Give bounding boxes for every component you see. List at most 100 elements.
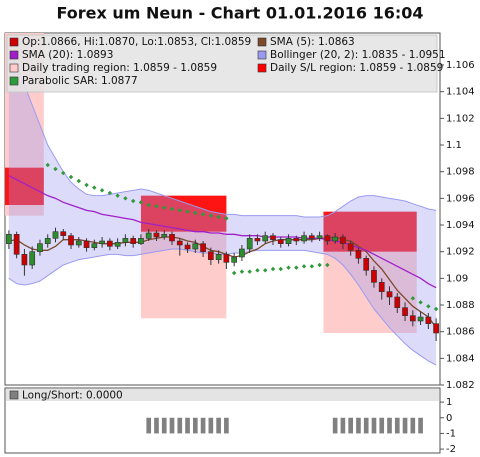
y-tick-label: 1.102 xyxy=(446,113,475,124)
sar-dot xyxy=(208,213,214,218)
sar-dot xyxy=(309,264,315,269)
y-tick-label: 1.082 xyxy=(446,380,475,391)
sar-dot xyxy=(130,198,136,204)
candle-body xyxy=(91,243,98,248)
candle-body xyxy=(68,235,74,246)
sar-dot xyxy=(418,300,423,305)
sar-dot xyxy=(123,196,128,201)
candle-body xyxy=(363,258,370,271)
region xyxy=(5,167,44,205)
candle-body xyxy=(21,254,28,266)
bar xyxy=(185,417,190,434)
candle-body xyxy=(44,238,51,244)
sar-dot xyxy=(224,216,229,221)
candle-body xyxy=(122,238,129,243)
candle-body xyxy=(107,240,113,247)
candle-body xyxy=(270,235,276,240)
bar xyxy=(363,417,369,434)
legend-label: Bollinger (20, 2): 1.0835 - 1.0951 xyxy=(270,49,446,61)
candle-body xyxy=(316,235,323,239)
sar-dot xyxy=(255,268,260,273)
bar xyxy=(418,417,423,434)
legend-swatch xyxy=(9,390,19,400)
bar xyxy=(177,417,183,434)
sar-dot xyxy=(294,265,299,270)
candle-body xyxy=(301,235,307,242)
bar xyxy=(161,417,167,434)
candle-body xyxy=(6,234,12,244)
sar-dot xyxy=(278,266,283,272)
sar-dot xyxy=(68,174,74,180)
sar-dot xyxy=(154,204,159,209)
candle-body xyxy=(332,236,338,242)
sar-dot xyxy=(216,214,221,220)
legend-label: SMA (20): 1.0893 xyxy=(22,49,113,61)
chart-title: Forex um Neun - Chart 01.01.2016 16:04 xyxy=(56,4,423,23)
legend-swatch xyxy=(9,76,19,86)
sar-dot xyxy=(426,304,431,309)
y-tick-label: 1.106 xyxy=(446,60,475,71)
candle-body xyxy=(184,244,191,250)
sar-dot xyxy=(162,205,167,210)
y-tick-label: 1.096 xyxy=(446,193,475,204)
sar-dot xyxy=(410,296,416,301)
legend-label: Daily trading region: 1.0859 - 1.0859 xyxy=(22,62,217,74)
sar-dot xyxy=(177,208,182,213)
candle-body xyxy=(169,234,175,242)
candle-body xyxy=(254,238,261,242)
sar-dot xyxy=(99,188,105,193)
bar xyxy=(410,417,416,434)
sar-dot xyxy=(263,268,268,273)
candle-body xyxy=(37,243,43,252)
bar xyxy=(200,417,206,434)
bar xyxy=(216,417,221,434)
bar xyxy=(387,417,392,434)
y-tick-label: 1.1 xyxy=(446,140,462,151)
sar-dot xyxy=(138,200,144,205)
bar xyxy=(208,417,214,434)
band-edge xyxy=(8,51,437,218)
candle-body xyxy=(347,243,354,251)
candle-body xyxy=(262,235,269,242)
legend-box xyxy=(6,389,439,401)
y-tick-label: 1.094 xyxy=(446,220,475,231)
legend-label: Long/Short: 0.0000 xyxy=(22,390,123,402)
sar-dot xyxy=(200,212,206,217)
bar xyxy=(379,417,385,434)
y-tick-label: 1.104 xyxy=(446,87,475,98)
candle-body xyxy=(425,316,432,324)
y-tick-label: 0 xyxy=(446,413,452,424)
y-tick-label: 1.084 xyxy=(446,353,475,364)
y-tick-label: 1.086 xyxy=(446,327,475,338)
band-edge xyxy=(8,248,437,366)
candle-body xyxy=(29,251,36,266)
legend-swatch xyxy=(9,63,19,73)
candle-body xyxy=(153,232,160,238)
candle-body xyxy=(60,231,67,236)
candle-body xyxy=(433,323,439,334)
bar xyxy=(192,417,198,434)
candle-body xyxy=(285,238,292,244)
legend-swatch xyxy=(257,50,267,60)
sar-dot xyxy=(247,269,252,274)
region xyxy=(140,195,227,232)
sar-dot xyxy=(61,170,66,176)
candle-body xyxy=(371,270,377,283)
y-tick-label: 1 xyxy=(446,397,452,408)
sar-dot xyxy=(239,269,245,274)
candle-body xyxy=(83,240,90,248)
sar-dot xyxy=(45,162,50,168)
indicator-line xyxy=(8,175,437,289)
y-tick-label: 1.098 xyxy=(446,167,475,178)
sar-dot xyxy=(53,166,58,172)
bar xyxy=(402,417,408,434)
bar xyxy=(356,417,361,434)
legend-label: Daily S/L region: 1.0859 - 1.0859 xyxy=(270,62,443,74)
legend-swatch xyxy=(257,37,267,47)
legend-box xyxy=(6,34,438,93)
sar-dot xyxy=(317,262,322,268)
sar-dot xyxy=(92,185,97,190)
sar-dot xyxy=(169,206,175,212)
candle-body xyxy=(324,235,331,242)
